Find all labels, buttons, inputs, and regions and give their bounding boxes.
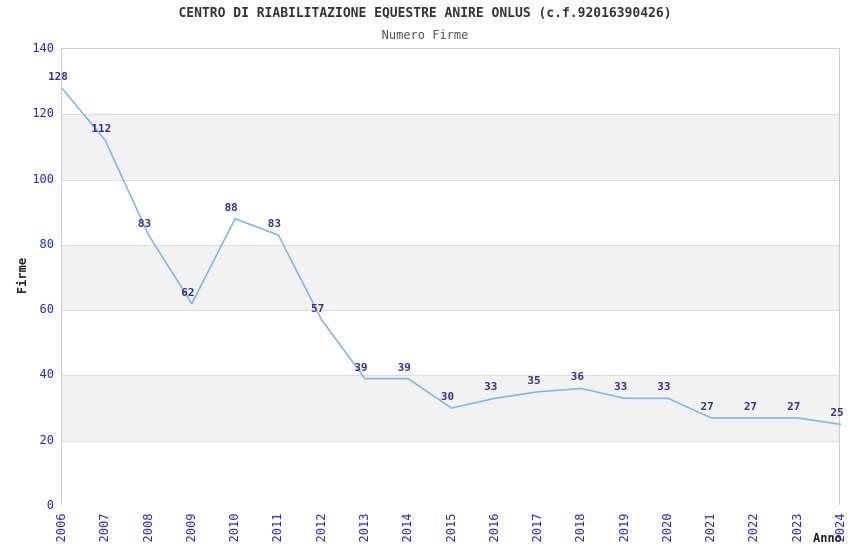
data-point-label: 27 — [743, 399, 758, 413]
data-point-label: 35 — [527, 373, 541, 387]
data-point-label: 30 — [440, 390, 455, 404]
x-tick-label: 2016 — [486, 513, 501, 543]
x-tick-label: 2015 — [443, 513, 458, 543]
data-point-label: 128 — [48, 70, 68, 84]
x-tick-label: 2023 — [789, 513, 804, 543]
data-point-label: 25 — [830, 406, 844, 420]
y-tick-label: 40 — [39, 367, 54, 382]
data-point-label: 57 — [311, 301, 325, 315]
x-tick-label: 2006 — [54, 513, 68, 543]
plot-band — [62, 49, 839, 115]
data-point-label: 33 — [484, 380, 498, 394]
x-tick-label: 2007 — [97, 513, 112, 543]
plot-area — [61, 48, 841, 506]
data-point-label: 39 — [397, 360, 411, 374]
x-tick-label: 2013 — [356, 513, 371, 543]
x-tick-label: 2014 — [400, 513, 415, 543]
data-point-label: 62 — [181, 285, 195, 299]
y-tick-label: 60 — [39, 302, 54, 317]
plot-band — [62, 440, 839, 506]
y-tick-label: 80 — [39, 236, 54, 251]
x-tick-label: 2018 — [573, 513, 588, 543]
series-line — [62, 87, 841, 426]
x-tick-label: 2008 — [140, 513, 155, 543]
x-tick-label: 2020 — [659, 513, 674, 543]
x-tick-label: 2012 — [313, 513, 328, 543]
data-point-label: 27 — [700, 399, 714, 413]
x-tick-label: 2022 — [746, 513, 761, 543]
y-tick-label: 120 — [32, 106, 54, 121]
chart-title: CENTRO DI RIABILITAZIONE EQUESTRE ANIRE … — [178, 6, 672, 21]
x-tick-label: 2017 — [530, 513, 545, 543]
x-tick-label: 2010 — [227, 513, 242, 543]
data-point-label: 112 — [91, 122, 112, 136]
x-tick-label: 2011 — [270, 513, 285, 543]
data-point-label: 88 — [224, 200, 238, 214]
y-axis-label: Firme — [15, 257, 30, 294]
y-tick-label: 100 — [32, 171, 54, 186]
gridline — [62, 179, 839, 181]
x-tick-label: 2024 — [833, 513, 847, 543]
data-point-label: 83 — [137, 217, 152, 231]
gridline — [62, 244, 839, 246]
series-line-svg — [62, 87, 841, 426]
gridline — [62, 440, 839, 442]
gridline — [62, 114, 839, 116]
x-tick-label: 2019 — [616, 513, 631, 543]
plot-band — [62, 310, 839, 376]
y-tick-label: 0 — [46, 498, 54, 512]
plot-band — [62, 114, 839, 180]
x-tick-label: 2009 — [183, 513, 198, 543]
gridline — [62, 375, 839, 377]
chart-subtitle: Numero Firme — [381, 28, 469, 42]
data-point-label: 33 — [613, 380, 628, 394]
x-tick-label: 2021 — [703, 513, 718, 543]
data-point-label: 33 — [657, 380, 671, 394]
y-tick-label: 140 — [32, 41, 54, 55]
gridline — [62, 310, 839, 312]
plot-band — [62, 179, 839, 245]
y-tick-label: 20 — [39, 432, 54, 447]
data-point-label: 83 — [267, 217, 281, 231]
data-point-label: 36 — [570, 370, 584, 384]
plot-band — [62, 244, 839, 311]
data-point-label: 27 — [787, 399, 801, 413]
x-axis-label: Anno — [813, 531, 842, 545]
data-point-label: 39 — [354, 360, 368, 374]
